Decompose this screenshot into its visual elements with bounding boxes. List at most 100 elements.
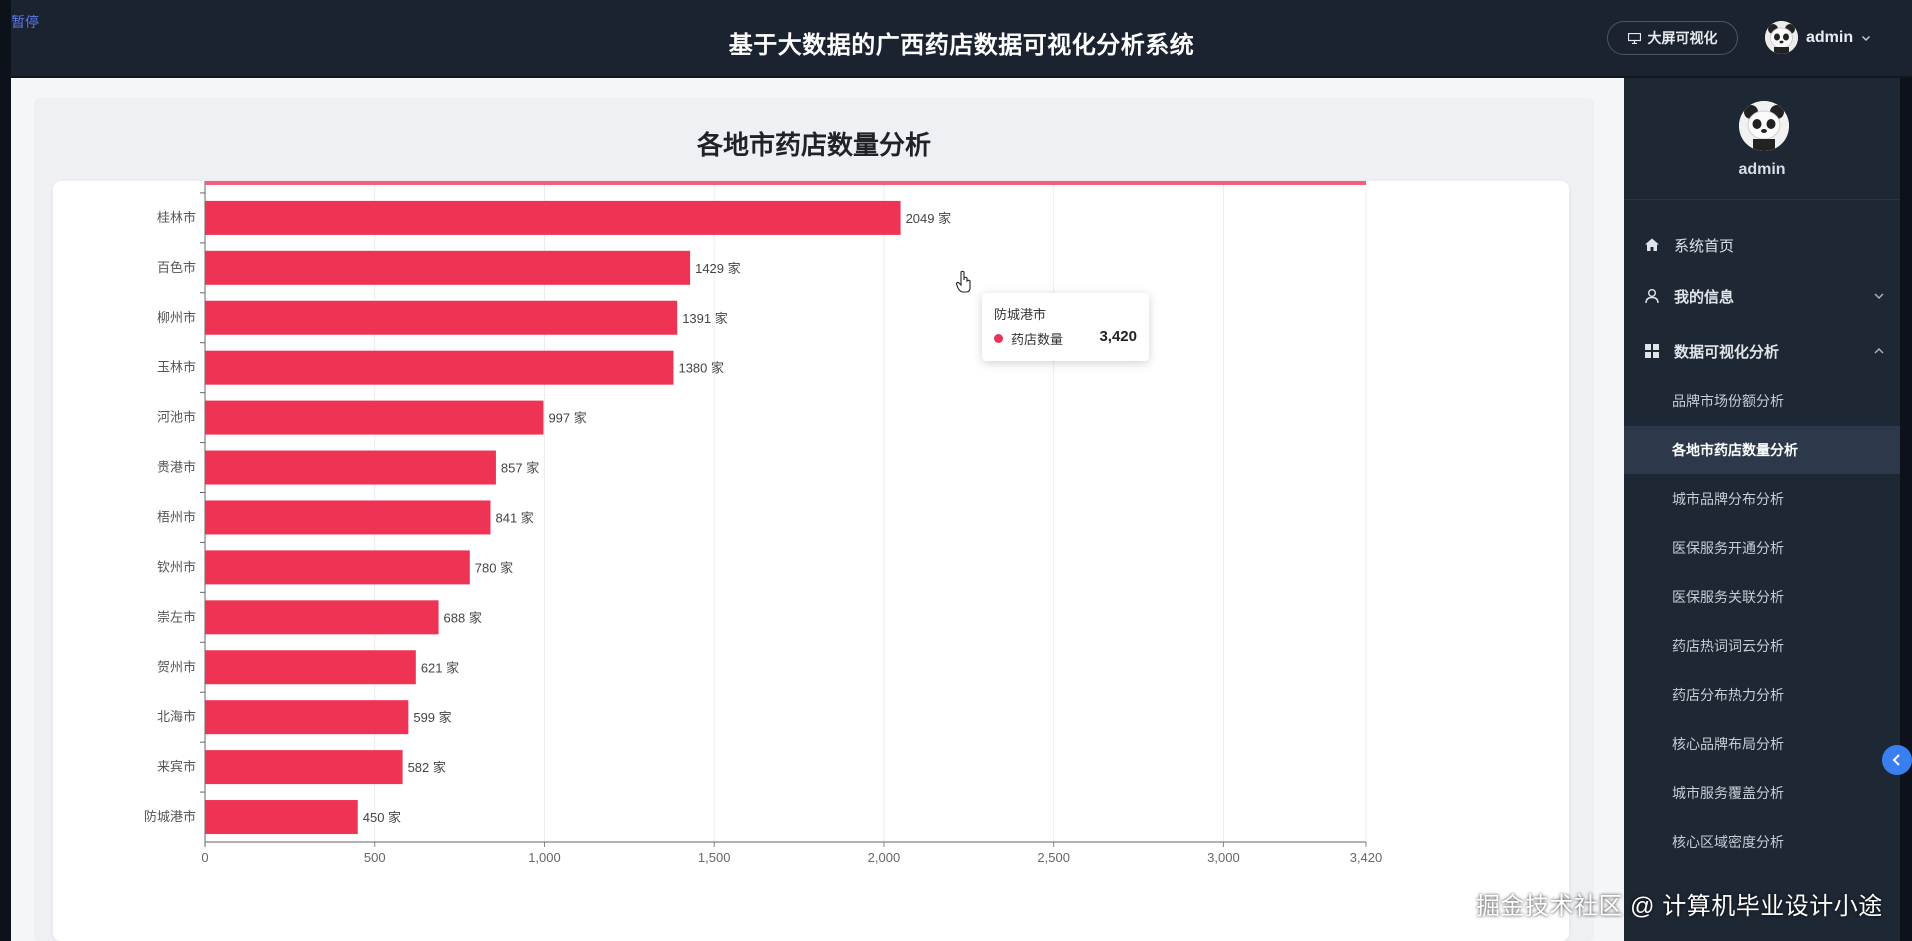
page-title: 各地市药店数量分析	[696, 130, 931, 160]
y-tick-label: 百色市	[157, 260, 196, 275]
tooltip-series-name: 药店数量	[1011, 332, 1064, 347]
data-label: 2049 家	[906, 211, 952, 226]
sub-city-service-coverage[interactable]: 城市服务覆盖分析	[1624, 769, 1900, 817]
data-label: 599 家	[413, 710, 451, 725]
bar	[205, 700, 409, 735]
bar	[205, 400, 544, 435]
nav-home-label: 系统首页	[1674, 237, 1735, 255]
nav-data-visualization[interactable]: 数据可视化分析	[1624, 331, 1900, 371]
user-icon	[1645, 289, 1659, 304]
chart-card: 05001,0001,5002,0002,5003,0003,420南宁市342…	[53, 137, 1569, 941]
y-tick-label: 来宾市	[157, 759, 196, 774]
data-label: 1380 家	[678, 361, 724, 376]
tooltip-title: 防城港市	[994, 307, 1047, 322]
bar	[205, 300, 678, 335]
nav-my-info[interactable]: 我的信息	[1624, 276, 1900, 316]
sub-item-label: 医保服务关联分析	[1672, 589, 1784, 605]
sub-item-label: 药店分布热力分析	[1672, 687, 1784, 703]
data-label: 1391 家	[682, 311, 728, 326]
bigscreen-label: 大屏可视化	[1647, 30, 1718, 46]
panda-avatar-icon	[1765, 21, 1798, 54]
y-tick-label: 桂林市	[157, 210, 196, 225]
y-tick-label: 河池市	[157, 410, 196, 425]
y-tick-label: 贺州市	[157, 659, 196, 674]
data-label: 1429 家	[695, 261, 741, 276]
home-icon	[1645, 238, 1659, 251]
chevron-down-icon	[1862, 35, 1871, 41]
bar	[205, 800, 358, 835]
data-label: 841 家	[495, 510, 533, 525]
bar	[205, 350, 674, 385]
left-edge-strip	[0, 0, 11, 941]
tooltip-series-dot	[994, 334, 1003, 343]
bar	[205, 750, 403, 785]
nav-my-info-label: 我的信息	[1674, 288, 1735, 306]
bar	[205, 250, 691, 285]
data-label: 621 家	[421, 660, 459, 675]
sub-word-cloud[interactable]: 药店热词词云分析	[1624, 622, 1900, 670]
tooltip-value: 3,420	[1099, 328, 1137, 345]
chevron-down-icon	[1874, 293, 1884, 299]
top-header: 基于大数据的广西药店数据可视化分析系统 大屏可视化 admin	[11, 0, 1912, 77]
watermark: 掘金技术社区 @ 计算机毕业设计小途	[1476, 893, 1883, 920]
sub-item-label: 医保服务开通分析	[1672, 540, 1784, 556]
sub-insurance-correlation[interactable]: 医保服务关联分析	[1624, 573, 1900, 621]
sub-item-label: 城市服务覆盖分析	[1672, 785, 1784, 801]
x-tick-label: 1,500	[698, 850, 731, 865]
bar	[205, 200, 901, 235]
hand-cursor-icon	[955, 270, 971, 293]
y-tick-label: 贵港市	[157, 460, 196, 475]
sub-city-store-count[interactable]: 各地市药店数量分析	[1624, 426, 1900, 474]
main-content: 各地市药店数量分析 0 500 1,000 1,500 2,000 2,500 3,000 3…	[11, 78, 1624, 941]
sub-core-brand-layout[interactable]: 核心品牌布局分析	[1624, 720, 1900, 768]
sub-brand-market-share[interactable]: 品牌市场份额分析	[1624, 377, 1900, 425]
sub-item-label: 各地市药店数量分析	[1672, 442, 1798, 458]
bigscreen-button[interactable]: 大屏可视化	[1607, 21, 1738, 55]
panda-avatar-icon	[1739, 101, 1789, 151]
sub-insurance-service[interactable]: 医保服务开通分析	[1624, 524, 1900, 572]
data-label: 582 家	[408, 760, 446, 775]
chart-tooltip: 防城港市 药店数量 3,420	[982, 293, 1149, 361]
x-tick-label: 500	[364, 850, 386, 865]
pause-label[interactable]: 暂停	[11, 14, 39, 30]
x-tick-label: 3,420	[1350, 850, 1383, 865]
data-label: 450 家	[363, 810, 401, 825]
right-sidebar: admin 系统首页 我的信息 数据可视化分析	[1624, 78, 1900, 941]
y-tick-label: 北海市	[157, 709, 196, 724]
sub-city-brand-distribution[interactable]: 城市品牌分布分析	[1624, 475, 1900, 523]
y-tick-label: 防城港市	[144, 809, 196, 824]
sidebar-user-name: admin	[1738, 161, 1786, 178]
user-name: admin	[1806, 28, 1854, 46]
sidebar-divider	[1624, 199, 1900, 200]
nav-data-visualization-label: 数据可视化分析	[1674, 343, 1780, 361]
sub-heatmap[interactable]: 药店分布热力分析	[1624, 671, 1900, 719]
user-menu[interactable]: admin	[1765, 21, 1871, 54]
data-label: 688 家	[444, 610, 482, 625]
collapse-sidebar-button[interactable]	[1882, 745, 1912, 775]
x-tick-label: 3,000	[1207, 850, 1240, 865]
bar	[205, 450, 496, 485]
nav-home[interactable]: 系统首页	[1624, 225, 1900, 265]
bar	[205, 600, 439, 635]
x-tick-label: 1,000	[528, 850, 561, 865]
sub-item-label: 核心区域密度分析	[1672, 834, 1784, 850]
sub-core-area-density[interactable]: 核心区域密度分析	[1624, 818, 1900, 866]
grid-icon	[1645, 344, 1659, 358]
data-label: 997 家	[548, 411, 586, 426]
y-tick-label: 崇左市	[157, 609, 196, 624]
bar-chart[interactable]: 05001,0001,5002,0002,5003,0003,420南宁市342…	[53, 137, 1569, 941]
bar	[205, 500, 491, 535]
sub-item-label: 品牌市场份额分析	[1672, 393, 1784, 409]
data-label: 780 家	[475, 560, 513, 575]
chevron-left-icon	[1892, 754, 1900, 766]
bar	[205, 550, 470, 585]
avatar	[1765, 21, 1798, 54]
data-label: 857 家	[501, 461, 539, 476]
y-tick-label: 钦州市	[157, 559, 196, 574]
x-tick-label: 0	[201, 850, 208, 865]
sub-item-label: 城市品牌分布分析	[1672, 491, 1784, 507]
monitor-icon	[1627, 32, 1641, 44]
bar	[205, 150, 1366, 185]
sub-item-label: 核心品牌布局分析	[1672, 736, 1784, 752]
